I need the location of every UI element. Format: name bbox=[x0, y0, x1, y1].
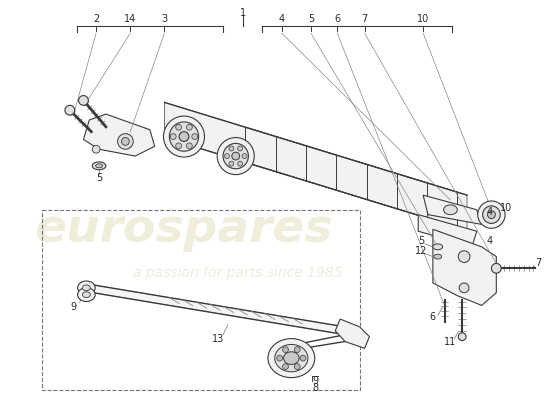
Text: 8: 8 bbox=[313, 383, 319, 393]
Circle shape bbox=[186, 143, 192, 149]
Ellipse shape bbox=[217, 138, 254, 175]
Bar bbox=[42, 210, 360, 390]
Text: 5: 5 bbox=[96, 172, 102, 182]
Text: 10: 10 bbox=[500, 203, 512, 213]
Ellipse shape bbox=[458, 251, 470, 262]
Ellipse shape bbox=[82, 285, 90, 291]
Circle shape bbox=[283, 347, 288, 352]
Text: 12: 12 bbox=[415, 246, 427, 256]
Circle shape bbox=[277, 355, 283, 361]
Text: 7: 7 bbox=[535, 258, 541, 268]
Ellipse shape bbox=[275, 344, 308, 372]
Ellipse shape bbox=[78, 281, 95, 295]
Polygon shape bbox=[81, 283, 345, 335]
Ellipse shape bbox=[268, 338, 315, 378]
Ellipse shape bbox=[459, 283, 469, 293]
Text: 5: 5 bbox=[308, 14, 314, 24]
Text: a passion for parts since 1985: a passion for parts since 1985 bbox=[133, 266, 343, 280]
Circle shape bbox=[492, 264, 501, 273]
Ellipse shape bbox=[118, 134, 133, 149]
Circle shape bbox=[65, 105, 75, 115]
Polygon shape bbox=[164, 102, 467, 230]
Polygon shape bbox=[336, 319, 370, 348]
Circle shape bbox=[458, 333, 466, 340]
Circle shape bbox=[229, 146, 234, 151]
Text: 6: 6 bbox=[334, 14, 340, 24]
Text: 4: 4 bbox=[486, 236, 493, 246]
Ellipse shape bbox=[223, 143, 249, 169]
Text: 6: 6 bbox=[430, 312, 436, 322]
Circle shape bbox=[170, 134, 176, 140]
Circle shape bbox=[175, 143, 182, 149]
Text: 13: 13 bbox=[212, 334, 224, 344]
Ellipse shape bbox=[487, 211, 496, 218]
Circle shape bbox=[238, 146, 243, 151]
Text: 11: 11 bbox=[444, 336, 456, 346]
Ellipse shape bbox=[82, 292, 90, 298]
Circle shape bbox=[229, 161, 234, 166]
Polygon shape bbox=[418, 215, 477, 247]
Circle shape bbox=[283, 364, 288, 370]
Text: 9: 9 bbox=[313, 376, 319, 386]
Circle shape bbox=[179, 132, 189, 142]
Circle shape bbox=[238, 161, 243, 166]
Text: 10: 10 bbox=[417, 14, 429, 24]
Circle shape bbox=[186, 124, 192, 130]
Polygon shape bbox=[84, 114, 155, 156]
Ellipse shape bbox=[168, 122, 184, 151]
Ellipse shape bbox=[284, 352, 299, 364]
Ellipse shape bbox=[92, 145, 100, 153]
Ellipse shape bbox=[483, 206, 500, 224]
Ellipse shape bbox=[433, 244, 443, 250]
Ellipse shape bbox=[444, 205, 457, 215]
Circle shape bbox=[242, 154, 247, 158]
Text: 4: 4 bbox=[278, 14, 285, 24]
Ellipse shape bbox=[434, 254, 442, 259]
Ellipse shape bbox=[78, 288, 95, 302]
Text: 3: 3 bbox=[161, 14, 168, 24]
Text: 9: 9 bbox=[70, 302, 77, 312]
Text: 14: 14 bbox=[124, 14, 136, 24]
Text: eurospares: eurospares bbox=[35, 207, 333, 252]
Ellipse shape bbox=[478, 201, 505, 228]
Ellipse shape bbox=[92, 162, 106, 170]
Circle shape bbox=[192, 134, 197, 140]
Polygon shape bbox=[433, 229, 496, 306]
Ellipse shape bbox=[169, 122, 199, 151]
Circle shape bbox=[232, 152, 240, 160]
Circle shape bbox=[294, 364, 300, 370]
Circle shape bbox=[175, 124, 182, 130]
Text: 1: 1 bbox=[239, 8, 246, 18]
Text: 7: 7 bbox=[361, 14, 368, 24]
Text: 4: 4 bbox=[486, 207, 493, 217]
Text: 5: 5 bbox=[418, 236, 424, 246]
Circle shape bbox=[300, 355, 306, 361]
Circle shape bbox=[294, 347, 300, 352]
Ellipse shape bbox=[122, 138, 129, 145]
Polygon shape bbox=[423, 195, 482, 224]
Ellipse shape bbox=[163, 116, 205, 157]
Circle shape bbox=[224, 154, 229, 158]
Ellipse shape bbox=[96, 164, 102, 168]
Circle shape bbox=[79, 96, 89, 105]
Text: 2: 2 bbox=[93, 14, 99, 24]
